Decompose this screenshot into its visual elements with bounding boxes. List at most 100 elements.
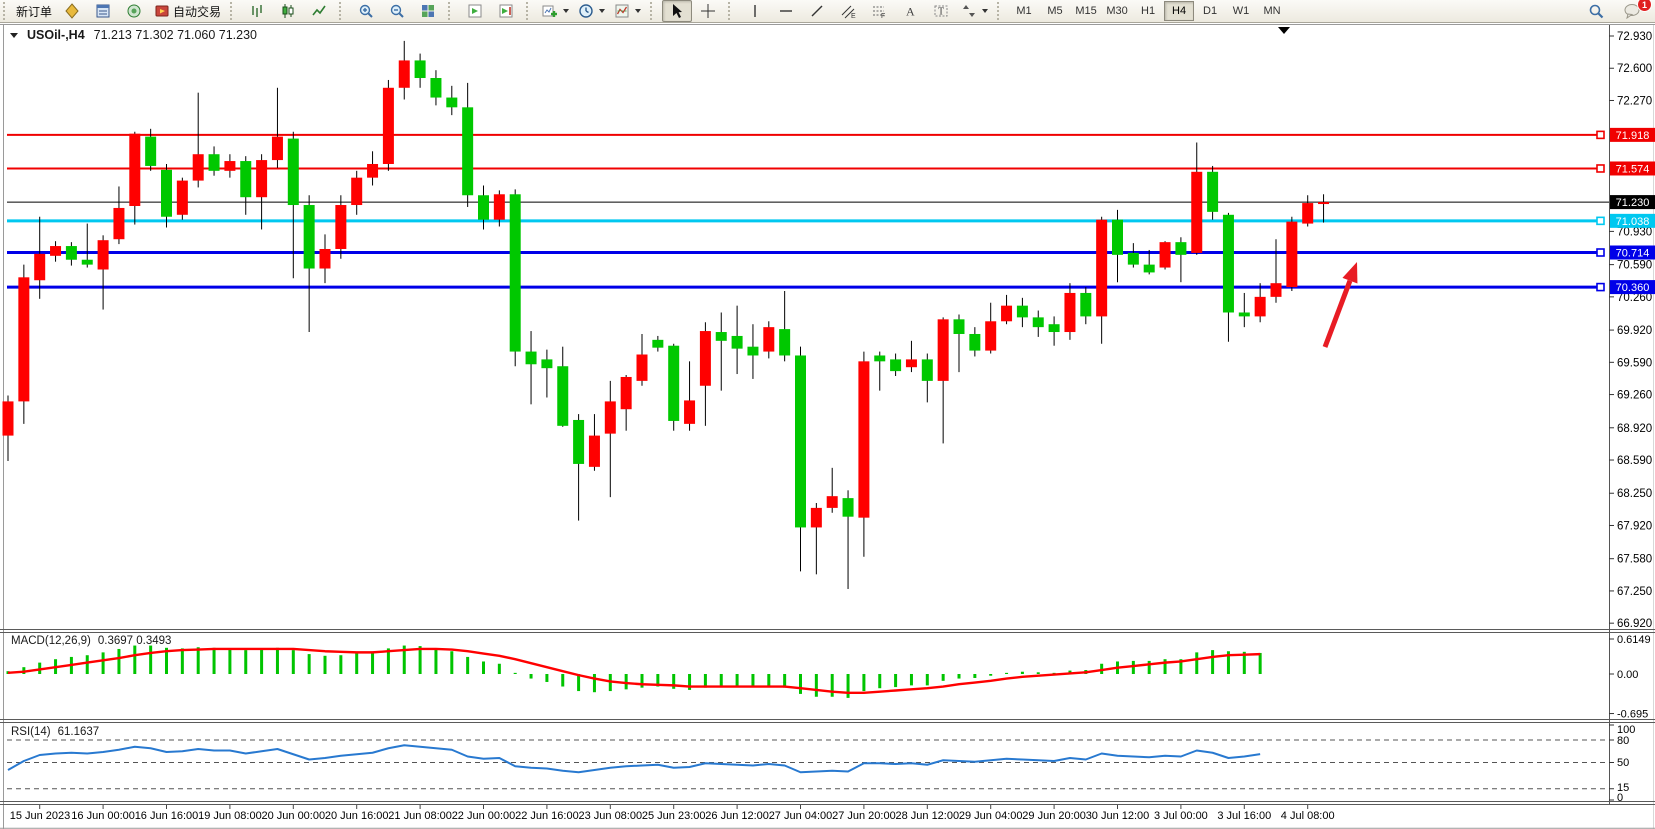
hline-handle[interactable] [1596,216,1605,226]
hline-handle[interactable] [1596,130,1605,140]
trendline-tool-button[interactable] [802,0,832,22]
vertical-line-tool-button[interactable] [740,0,770,22]
price-tick-label: 67.580 [1617,554,1652,566]
text-label-icon: T [934,5,948,18]
trend-arrow-annotation[interactable] [1322,279,1353,348]
search-button[interactable] [1581,0,1611,22]
macd-histogram-bar [941,674,945,681]
equidistant-channel-tool-button[interactable]: E [833,0,863,22]
macd-histogram-bar [513,672,517,674]
macd-histogram-bar [814,674,818,697]
bar-chart-icon [252,5,262,17]
line-chart-button[interactable] [304,0,334,22]
vertical-line-icon [754,5,756,17]
trendline-icon [811,5,823,17]
notification-badge: 1 [1637,0,1652,12]
macd-histogram-bar [703,674,707,688]
hline-handle[interactable] [1596,164,1605,173]
timeframe-m1-button[interactable]: M1 [1016,5,1032,17]
candle-body [684,400,696,424]
macd-histogram-bar [371,652,375,674]
candle-body [573,419,585,464]
new-order-button[interactable]: 新订单 [12,0,56,22]
macd-histogram-bar [735,674,739,687]
crosshair-tool-button[interactable] [693,0,723,22]
date-label: 20 Jun 16:00 [325,810,389,822]
timeframe-m5-button[interactable]: M5 [1047,5,1063,17]
date-label: 22 Jun 00:00 [452,810,516,822]
timeframe-d1-button[interactable]: D1 [1203,5,1218,17]
text-label-tool-button[interactable]: T [926,0,956,22]
date-label: 30 Jun 12:00 [1086,810,1150,822]
macd-histogram-bar [973,674,977,678]
macd-histogram-bar [291,650,295,674]
timeframe-h1-button[interactable]: H1 [1141,5,1156,17]
chart-shift-button[interactable] [491,0,521,22]
candle-body [1064,292,1076,333]
arrows-tool-button[interactable] [957,0,992,22]
templates-button[interactable] [610,0,645,22]
candle-body [335,205,347,249]
toolbar-grip[interactable] [3,2,9,20]
candle-body [842,498,854,517]
candle-body [557,366,569,426]
navigator-button[interactable] [119,0,149,22]
timeframe-m15-button[interactable]: M15 [1075,5,1097,17]
candle-body [905,359,917,368]
candle-body [779,329,791,356]
price-tag [1610,245,1655,260]
candle-body [414,60,426,79]
rsi-pane [7,739,1609,790]
bar-chart-button[interactable] [242,0,272,22]
dropdown-arrow-icon [563,9,570,13]
auto-trading-button[interactable]: 自动交易 [150,0,225,22]
auto-trading-icon [155,5,169,17]
candlestick-chart-button[interactable] [273,0,303,22]
new-chart-button[interactable] [538,0,573,22]
cursor-tool-button[interactable] [662,0,693,22]
timeframe-m30-button[interactable]: M30 [1106,5,1128,17]
text-tool-button[interactable]: A [895,0,925,22]
date-label: 28 Jun 12:00 [895,810,959,822]
toolbar-separator [448,2,457,20]
macd-histogram-bar [402,645,406,674]
chart-shift-marker[interactable] [1278,27,1290,34]
periods-button[interactable] [574,0,609,22]
hline-handle[interactable] [1596,282,1605,292]
zoom-out-button[interactable] [382,0,412,22]
zoom-in-button[interactable] [351,0,381,22]
toolbar-separator [997,2,1006,20]
notifications-button[interactable]: 1 [1617,0,1652,22]
macd-histogram-bar [529,674,533,679]
timeframe-mn-button[interactable]: MN [1263,5,1281,17]
macd-histogram-bar [1020,671,1024,674]
auto-scroll-button[interactable] [460,0,490,22]
macd-histogram-bar [133,645,137,674]
hline-handle[interactable] [1596,248,1605,257]
candle-body [509,194,521,352]
timeframe-h4-button[interactable]: H4 [1164,1,1195,21]
candle-body [398,60,410,88]
horizontal-line-tool-button[interactable] [771,0,801,22]
chart-shift-icon [499,4,513,18]
macd-histogram-bar [180,648,184,674]
macd-histogram-bar [640,674,644,688]
candle-body [1112,219,1123,255]
timeframe-w1-button[interactable]: W1 [1232,5,1250,17]
candle-body [303,205,315,269]
date-label: 16 Jun 16:00 [135,810,199,822]
chart-canvas: 72.930 72.600 72.270 70.930 70.590 70.260 69.9… [0,23,1655,829]
trend-arrow-head[interactable] [1342,262,1358,284]
macd-histogram-bar [767,674,771,687]
symbol-dropdown-icon[interactable] [10,32,18,38]
fibonacci-tool-button[interactable]: F [864,0,894,22]
macd-histogram-bar [957,674,961,679]
tile-windows-button[interactable] [413,0,443,22]
data-window-button[interactable] [88,0,118,22]
market-watch-button[interactable] [57,0,87,22]
candle-body [493,194,505,220]
candle-body [1143,264,1155,273]
macd-histogram-bar [878,674,882,689]
candle-body [1175,242,1187,255]
candle-body [1096,219,1108,317]
